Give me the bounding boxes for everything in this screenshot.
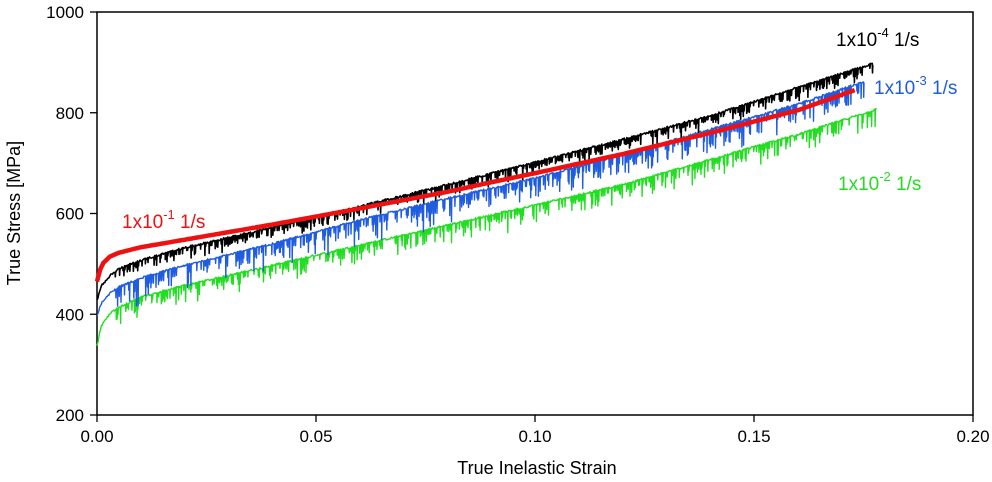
series-label-unit: 1/s — [175, 212, 206, 233]
series-label-unit: 1/s — [889, 30, 920, 51]
series-label-exponent: -3 — [915, 73, 927, 88]
x-tick-label: 0.15 — [737, 427, 770, 446]
y-tick-label: 200 — [56, 406, 84, 425]
plot-frame — [96, 11, 974, 416]
series-label-unit: 1/s — [891, 174, 922, 195]
y-tick-label: 800 — [56, 104, 84, 123]
y-tick-label: 1000 — [46, 3, 84, 22]
y-tick-label: 600 — [56, 205, 84, 224]
series-label-base: 1x10 — [838, 174, 879, 195]
y-axis-ticks: 200 400 600 800 1000 — [46, 3, 97, 425]
series-label-base: 1x10 — [836, 30, 877, 51]
x-axis-ticks: 0.00 0.05 0.10 0.15 0.20 — [80, 415, 990, 446]
y-axis-label: True Stress [MPa] — [4, 141, 24, 285]
series-label: 1x10-2 1/s — [838, 169, 921, 195]
series-label: 1x10-4 1/s — [836, 25, 919, 51]
series-label: 1x10-1 1/s — [122, 207, 205, 233]
series-label-exponent: -4 — [877, 25, 889, 40]
x-tick-label: 0.10 — [518, 427, 551, 446]
series-label-base: 1x10 — [874, 78, 915, 99]
series-line — [94, 87, 856, 283]
x-axis-label: True Inelastic Strain — [457, 458, 616, 478]
x-tick-label: 0.05 — [299, 427, 332, 446]
x-tick-label: 0.00 — [80, 427, 113, 446]
curves-layer — [94, 62, 878, 346]
series-label-exponent: -1 — [163, 207, 175, 222]
series-line — [96, 62, 874, 301]
series-label-unit: 1/s — [927, 78, 958, 99]
series-line — [96, 108, 878, 346]
y-tick-label: 400 — [56, 305, 84, 324]
series-label-exponent: -2 — [879, 169, 891, 184]
series-label-base: 1x10 — [122, 212, 163, 233]
series-line — [96, 81, 865, 316]
series-label: 1x10-3 1/s — [874, 73, 957, 99]
x-tick-label: 0.20 — [956, 427, 989, 446]
